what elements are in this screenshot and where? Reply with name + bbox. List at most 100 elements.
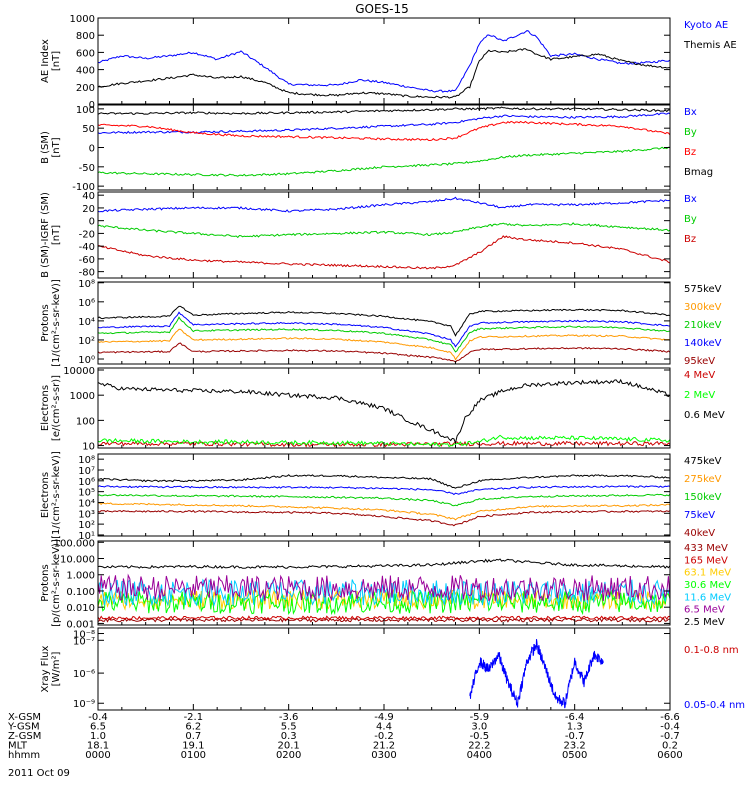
legend-entry: 150keV bbox=[684, 492, 722, 503]
legend-entry: 475keV bbox=[684, 456, 722, 467]
ytick-label: 100 bbox=[76, 105, 95, 116]
ytick-label: 10⁵ bbox=[78, 488, 95, 499]
ytick-label: 0.100 bbox=[66, 587, 95, 598]
ylabel: [nT] bbox=[51, 137, 62, 157]
ylabel: [1/(cm²-s-sr-keV)] bbox=[51, 451, 62, 539]
ephemeris-value: -6.6 bbox=[660, 712, 680, 723]
ephemeris-label: MLT bbox=[8, 741, 28, 752]
ephemeris-value: 3.0 bbox=[471, 722, 487, 733]
series-mageprotons-210kev bbox=[98, 316, 670, 353]
legend-entry: 575keV bbox=[684, 284, 722, 295]
legend-entry: 40keV bbox=[684, 528, 715, 539]
legend-entry: 4 MeV bbox=[684, 370, 715, 381]
legend-entry: 165 MeV bbox=[684, 555, 728, 566]
ephemeris-value: 23.2 bbox=[564, 741, 586, 752]
ytick-label: 0 bbox=[89, 100, 95, 111]
ephemeris-value: -2.1 bbox=[184, 712, 204, 723]
ephemeris-value: 0.7 bbox=[185, 731, 201, 742]
series-epead-2-5-mev bbox=[98, 558, 670, 569]
series-mageelectrons-40kev bbox=[98, 509, 670, 527]
ytick-label: 10000 bbox=[63, 366, 95, 377]
panel-bigrf-series bbox=[98, 196, 670, 270]
panel-mageprotons: 10⁰ 10² 10⁴ 10⁶ 10⁸ Protons [1/(cm²-s-sr-keV)]… bbox=[40, 279, 722, 367]
ephemeris-value: 0.2 bbox=[662, 741, 678, 752]
ylabel: Electrons bbox=[40, 472, 51, 518]
ytick-label: 10³ bbox=[78, 509, 95, 520]
ytick-label: 100.000 bbox=[54, 538, 95, 549]
ylabel: [p/(cm²-s-sr-keV)] bbox=[51, 539, 62, 627]
legend-entry: Bx bbox=[684, 107, 697, 118]
ytick-label: 10⁻⁹ bbox=[73, 699, 95, 710]
ephemeris-value: -4.9 bbox=[374, 712, 394, 723]
ephemeris-value: -0.2 bbox=[374, 731, 394, 742]
ylabel: [nT] bbox=[51, 225, 62, 245]
ylabel: [1/(cm²-s-sr-keV)] bbox=[51, 279, 62, 367]
series-xrs-0-05-0-4-nm bbox=[469, 639, 604, 709]
legend-entry: By bbox=[684, 214, 697, 225]
legend-entry: Bz bbox=[684, 234, 696, 245]
ytick-label: 50 bbox=[82, 124, 95, 135]
ytick-label: 400 bbox=[76, 66, 95, 77]
ylabel: AE Index bbox=[40, 39, 51, 83]
ephemeris-value: 19.1 bbox=[182, 741, 204, 752]
series-bigrf-by bbox=[98, 222, 670, 239]
ephemeris-value: -5.9 bbox=[470, 712, 490, 723]
legend-entry: 140keV bbox=[684, 338, 722, 349]
ytick-label: 0 bbox=[89, 144, 95, 155]
legend-entry: 433 MeV bbox=[684, 543, 728, 554]
legend-entry: 275keV bbox=[684, 474, 722, 485]
series-mageelectrons-475kev bbox=[98, 474, 670, 489]
ephemeris-label: Y-GSM bbox=[7, 722, 40, 733]
panel-ae-series bbox=[98, 30, 670, 99]
series-mageprotons-300kev bbox=[98, 328, 670, 361]
legend-entry: Bx bbox=[684, 194, 697, 205]
ytick-label: 10² bbox=[78, 336, 95, 347]
date-label: 2011 Oct 09 bbox=[8, 768, 70, 779]
ephemeris-value: -3.6 bbox=[279, 712, 299, 723]
panel-xrs: 10⁻⁹ 10⁻⁸10⁻⁷ 10⁻⁶ Xray Flux [W/m²] 0.1-0.8 n… bbox=[40, 627, 745, 711]
legend-entry: Bmag bbox=[684, 167, 713, 178]
legend-entry: 30.6 MeV bbox=[684, 580, 731, 591]
panel-mageelectrons-frame bbox=[97, 453, 671, 537]
legend-entry: 95keV bbox=[684, 356, 715, 367]
series-mageprotons-140kev bbox=[98, 311, 670, 348]
panel-epead: 0.001 0.010 0.100 1.000 10.000 100.000 Protons… bbox=[40, 538, 731, 630]
legend-entry: 210keV bbox=[684, 320, 722, 331]
ylabel: Xray Flux bbox=[40, 645, 51, 692]
panel-bsm-series bbox=[98, 106, 670, 177]
ytick-label: 0 bbox=[89, 217, 95, 228]
legend-entry: 63.1 MeV bbox=[684, 568, 731, 579]
ytick-label: 10⁸ bbox=[78, 279, 95, 290]
ytick-label: 1000 bbox=[70, 14, 95, 25]
panel-xrs-series bbox=[98, 628, 604, 709]
series-epead-30-6-mev bbox=[98, 589, 670, 616]
legend-entry: 0.6 MeV bbox=[684, 410, 725, 421]
series-ae-themis-ae bbox=[98, 48, 670, 99]
legend-entry: Themis AE bbox=[683, 40, 737, 51]
ephemeris-value: 0500 bbox=[562, 750, 587, 761]
ephemeris-label: X-GSM bbox=[8, 712, 41, 723]
ytick-label: 10⁶ bbox=[78, 298, 95, 309]
ytick-label: 10⁻⁶ bbox=[73, 669, 95, 680]
ytick-label: 20 bbox=[82, 204, 95, 215]
legend-entry: 6.5 MeV bbox=[684, 605, 725, 616]
legend-entry: 11.6 MeV bbox=[684, 592, 731, 603]
ytick-label: 600 bbox=[76, 48, 95, 59]
ytick-label: -60 bbox=[79, 255, 95, 266]
ylabel: [e/(cm²-s-sr)] bbox=[51, 375, 62, 441]
panel-xrs-frame bbox=[97, 627, 671, 711]
ylabel: [nT] bbox=[51, 51, 62, 71]
legend-entry: 300keV bbox=[684, 302, 722, 313]
ephemeris-value: 1.0 bbox=[90, 731, 106, 742]
ytick-label: 100 bbox=[76, 416, 95, 427]
ytick-label: 1.000 bbox=[66, 571, 95, 582]
ephemeris-value: -0.5 bbox=[470, 731, 490, 742]
ytick-label: -100 bbox=[72, 182, 95, 193]
ephemeris-value: 0.3 bbox=[281, 731, 297, 742]
series-mageelectrons-75kev bbox=[98, 484, 670, 496]
ylabel: Electrons bbox=[40, 385, 51, 431]
legend-entry: Bz bbox=[684, 147, 696, 158]
series-epead-63-1-mev bbox=[98, 588, 670, 611]
